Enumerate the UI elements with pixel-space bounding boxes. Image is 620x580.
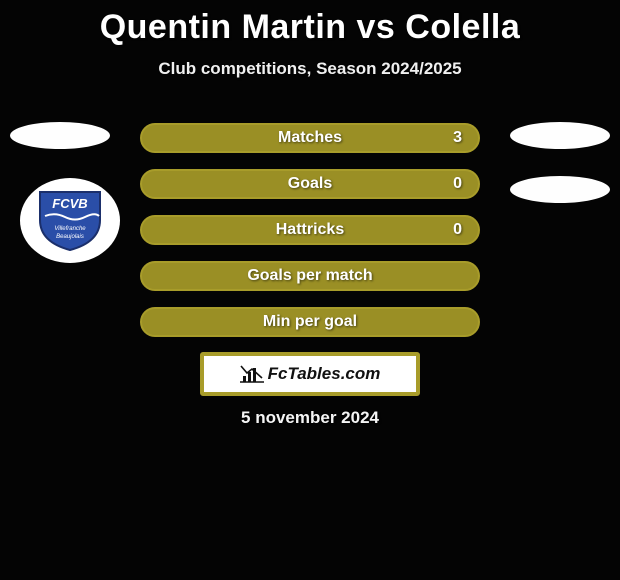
svg-text:FCVB: FCVB bbox=[52, 196, 87, 211]
stat-label: Matches bbox=[278, 129, 342, 147]
stat-row-matches: Matches 3 bbox=[140, 123, 480, 153]
stats-container: Matches 3 Goals 0 Hattricks 0 Goals per … bbox=[140, 123, 480, 353]
stat-label: Goals per match bbox=[247, 267, 372, 285]
subtitle: Club competitions, Season 2024/2025 bbox=[0, 59, 620, 79]
date-line: 5 november 2024 bbox=[0, 408, 620, 428]
stat-row-hattricks: Hattricks 0 bbox=[140, 215, 480, 245]
chart-icon bbox=[240, 364, 264, 384]
stat-value: 0 bbox=[453, 221, 462, 239]
club-badge: FCVB Villefranche Beaujolais bbox=[20, 178, 120, 263]
club-badge-shield: FCVB Villefranche Beaujolais bbox=[35, 190, 105, 252]
logo-box: FcTables.com bbox=[200, 352, 420, 396]
stat-row-goals: Goals 0 bbox=[140, 169, 480, 199]
right-ellipse-1 bbox=[510, 122, 610, 149]
stat-value: 0 bbox=[453, 175, 462, 193]
stat-row-goals-per-match: Goals per match bbox=[140, 261, 480, 291]
stat-label: Min per goal bbox=[263, 313, 357, 331]
svg-text:Villefranche: Villefranche bbox=[54, 226, 86, 232]
left-ellipse-1 bbox=[10, 122, 110, 149]
logo-text: FcTables.com bbox=[268, 364, 381, 384]
stat-value: 3 bbox=[453, 129, 462, 147]
right-ellipse-2 bbox=[510, 176, 610, 203]
stat-label: Goals bbox=[288, 175, 332, 193]
stat-label: Hattricks bbox=[276, 221, 344, 239]
svg-text:Beaujolais: Beaujolais bbox=[56, 234, 84, 240]
stat-row-min-per-goal: Min per goal bbox=[140, 307, 480, 337]
page-title: Quentin Martin vs Colella bbox=[0, 0, 620, 47]
